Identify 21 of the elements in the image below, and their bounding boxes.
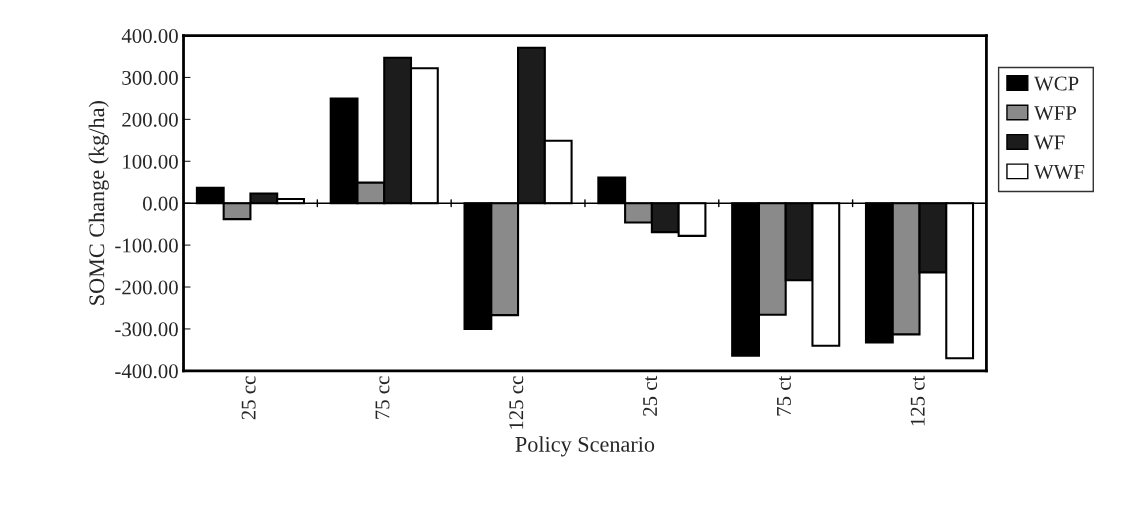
x-tick-label: 25 ct bbox=[643, 375, 658, 416]
y-tick-label: -200.00 bbox=[115, 280, 178, 295]
y-tick-label: 400.00 bbox=[121, 28, 178, 44]
y-tick-label: 100.00 bbox=[123, 154, 178, 169]
y-tick-label: 0.00 bbox=[142, 196, 178, 211]
y-tick-label: 200.00 bbox=[122, 112, 178, 127]
x-axis-title: Policy Scenario bbox=[515, 436, 655, 457]
y-tick-label: 300.00 bbox=[122, 70, 178, 85]
legend-label: WF bbox=[1034, 135, 1065, 150]
x-tick-label: 75 ct bbox=[777, 375, 791, 416]
y-tick-label: -100.00 bbox=[115, 238, 178, 253]
y-axis-title: SOMC Change (kg/ha) bbox=[88, 101, 109, 305]
x-tick-label: 75 cc bbox=[375, 376, 390, 419]
legend-label: WCP bbox=[1034, 76, 1079, 91]
legend-label: WWF bbox=[1034, 165, 1085, 179]
x-tick-label: 125 cc bbox=[509, 376, 524, 429]
x-tick-label: 125 ct bbox=[910, 375, 925, 426]
y-tick-label: -400.00 bbox=[115, 364, 178, 379]
y-tick-label: -300.00 bbox=[115, 322, 178, 337]
legend-label: WFP bbox=[1034, 106, 1077, 121]
x-tick-label: 25 cc bbox=[241, 376, 256, 420]
